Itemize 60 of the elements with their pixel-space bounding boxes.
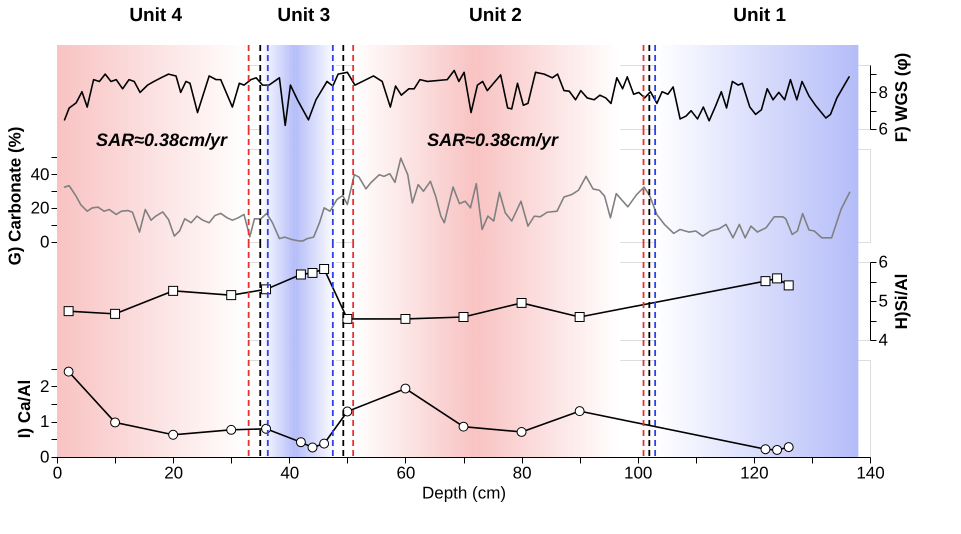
y-axis-title: G) Carbonate (%)	[6, 126, 25, 266]
y2-tick-label: 6	[878, 120, 888, 138]
point	[261, 284, 272, 294]
y-tick-label: 0	[40, 448, 50, 466]
point	[296, 270, 306, 280]
point	[319, 264, 330, 274]
y-tick-label: 1	[40, 412, 50, 432]
x-tick-label: 80	[512, 464, 532, 482]
point	[110, 417, 120, 428]
x-axis-title: Depth (cm)	[422, 484, 506, 502]
point	[784, 442, 794, 452]
point	[168, 430, 178, 440]
x-tick-label: 60	[396, 464, 416, 482]
point	[784, 280, 794, 290]
point	[458, 422, 468, 432]
annotation: SAR≈0.38cm/yr	[96, 130, 228, 150]
point	[319, 438, 330, 449]
y2-axis-title: F) WGS (φ)	[892, 52, 911, 142]
point	[308, 268, 318, 278]
point	[226, 424, 236, 435]
point	[760, 276, 770, 286]
y2-tick-label: 4	[878, 330, 888, 350]
y2-tick-label: 8	[878, 82, 888, 102]
x-tick-label: 140	[856, 464, 885, 482]
annotation: SAR≈0.38cm/yr	[427, 130, 560, 150]
point	[400, 384, 410, 394]
point	[458, 312, 468, 322]
y-tick-label: 20	[30, 198, 50, 218]
point	[772, 273, 782, 284]
x-tick-label: 20	[164, 464, 184, 482]
y-tick-label: 40	[30, 164, 50, 184]
x-tick-label: 40	[280, 464, 300, 482]
point	[296, 437, 306, 448]
point	[516, 426, 527, 437]
text: Unit 4	[129, 5, 183, 26]
point	[64, 306, 74, 316]
text: Unit 3	[277, 5, 330, 26]
x-tick-label: 100	[624, 464, 652, 482]
y-tick-label: 2	[40, 376, 50, 396]
y2-axis-title: H)Si/Al	[892, 274, 911, 330]
text: Unit 2	[469, 5, 522, 26]
x-tick-label: 0	[52, 464, 62, 482]
point	[64, 366, 74, 377]
point	[516, 298, 527, 308]
y2-tick-label: 5	[878, 292, 888, 310]
line-series	[64, 157, 850, 242]
x-tick-label: 120	[740, 464, 769, 482]
point	[760, 444, 770, 454]
point	[574, 312, 585, 322]
point	[308, 442, 318, 452]
text: Unit 1	[733, 5, 786, 26]
point	[168, 286, 178, 296]
y-axis-title: I) Ca/Al	[15, 380, 34, 438]
y2-tick-label: 6	[878, 252, 888, 272]
point	[772, 444, 782, 455]
point	[400, 314, 410, 324]
y-tick-label: 0	[40, 232, 50, 252]
point	[110, 308, 120, 319]
point	[226, 290, 236, 300]
point	[574, 406, 585, 416]
